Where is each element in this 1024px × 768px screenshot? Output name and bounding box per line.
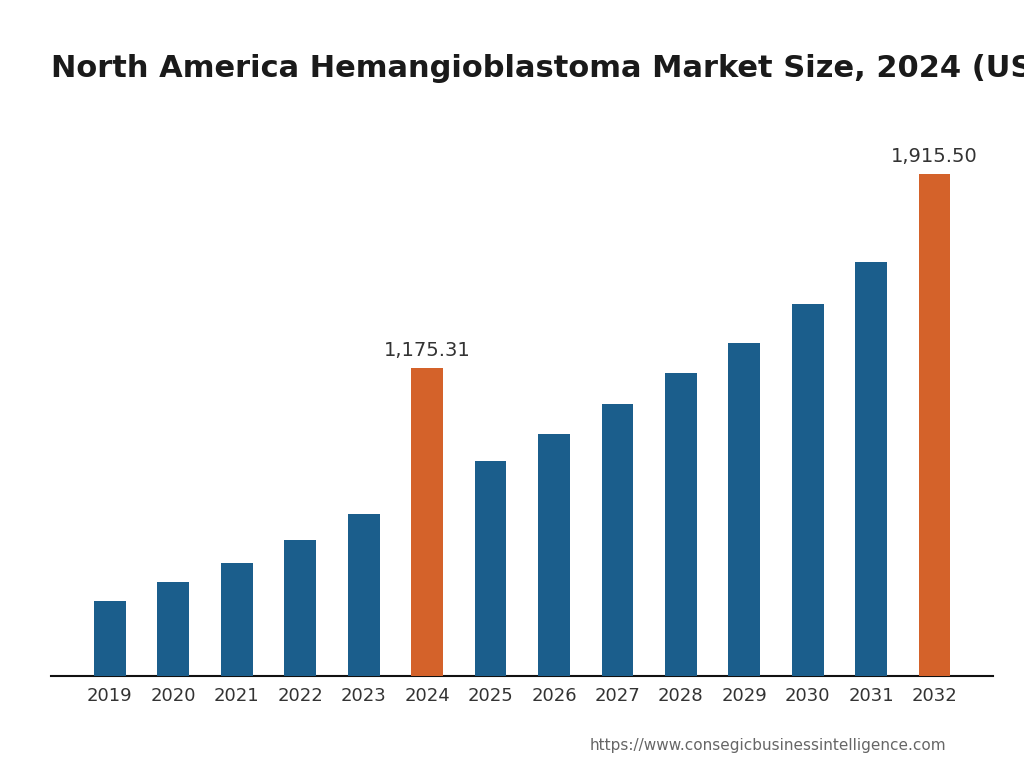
Text: 1,915.50: 1,915.50 xyxy=(891,147,978,167)
Bar xyxy=(792,304,823,676)
Bar xyxy=(158,582,189,676)
Bar xyxy=(728,343,760,676)
Bar xyxy=(348,514,380,676)
Bar xyxy=(285,540,316,676)
Bar xyxy=(221,563,253,676)
Bar xyxy=(601,403,633,676)
Bar xyxy=(475,462,507,676)
Bar xyxy=(665,373,696,676)
Bar xyxy=(94,601,126,676)
Text: North America Hemangioblastoma Market Size, 2024 (USD Million): North America Hemangioblastoma Market Si… xyxy=(51,54,1024,83)
Text: 1,175.31: 1,175.31 xyxy=(384,341,470,360)
Bar xyxy=(538,434,569,676)
Bar xyxy=(919,174,950,676)
Bar xyxy=(412,368,443,676)
Bar xyxy=(855,262,887,676)
Text: https://www.consegicbusinessintelligence.com: https://www.consegicbusinessintelligence… xyxy=(590,737,946,753)
